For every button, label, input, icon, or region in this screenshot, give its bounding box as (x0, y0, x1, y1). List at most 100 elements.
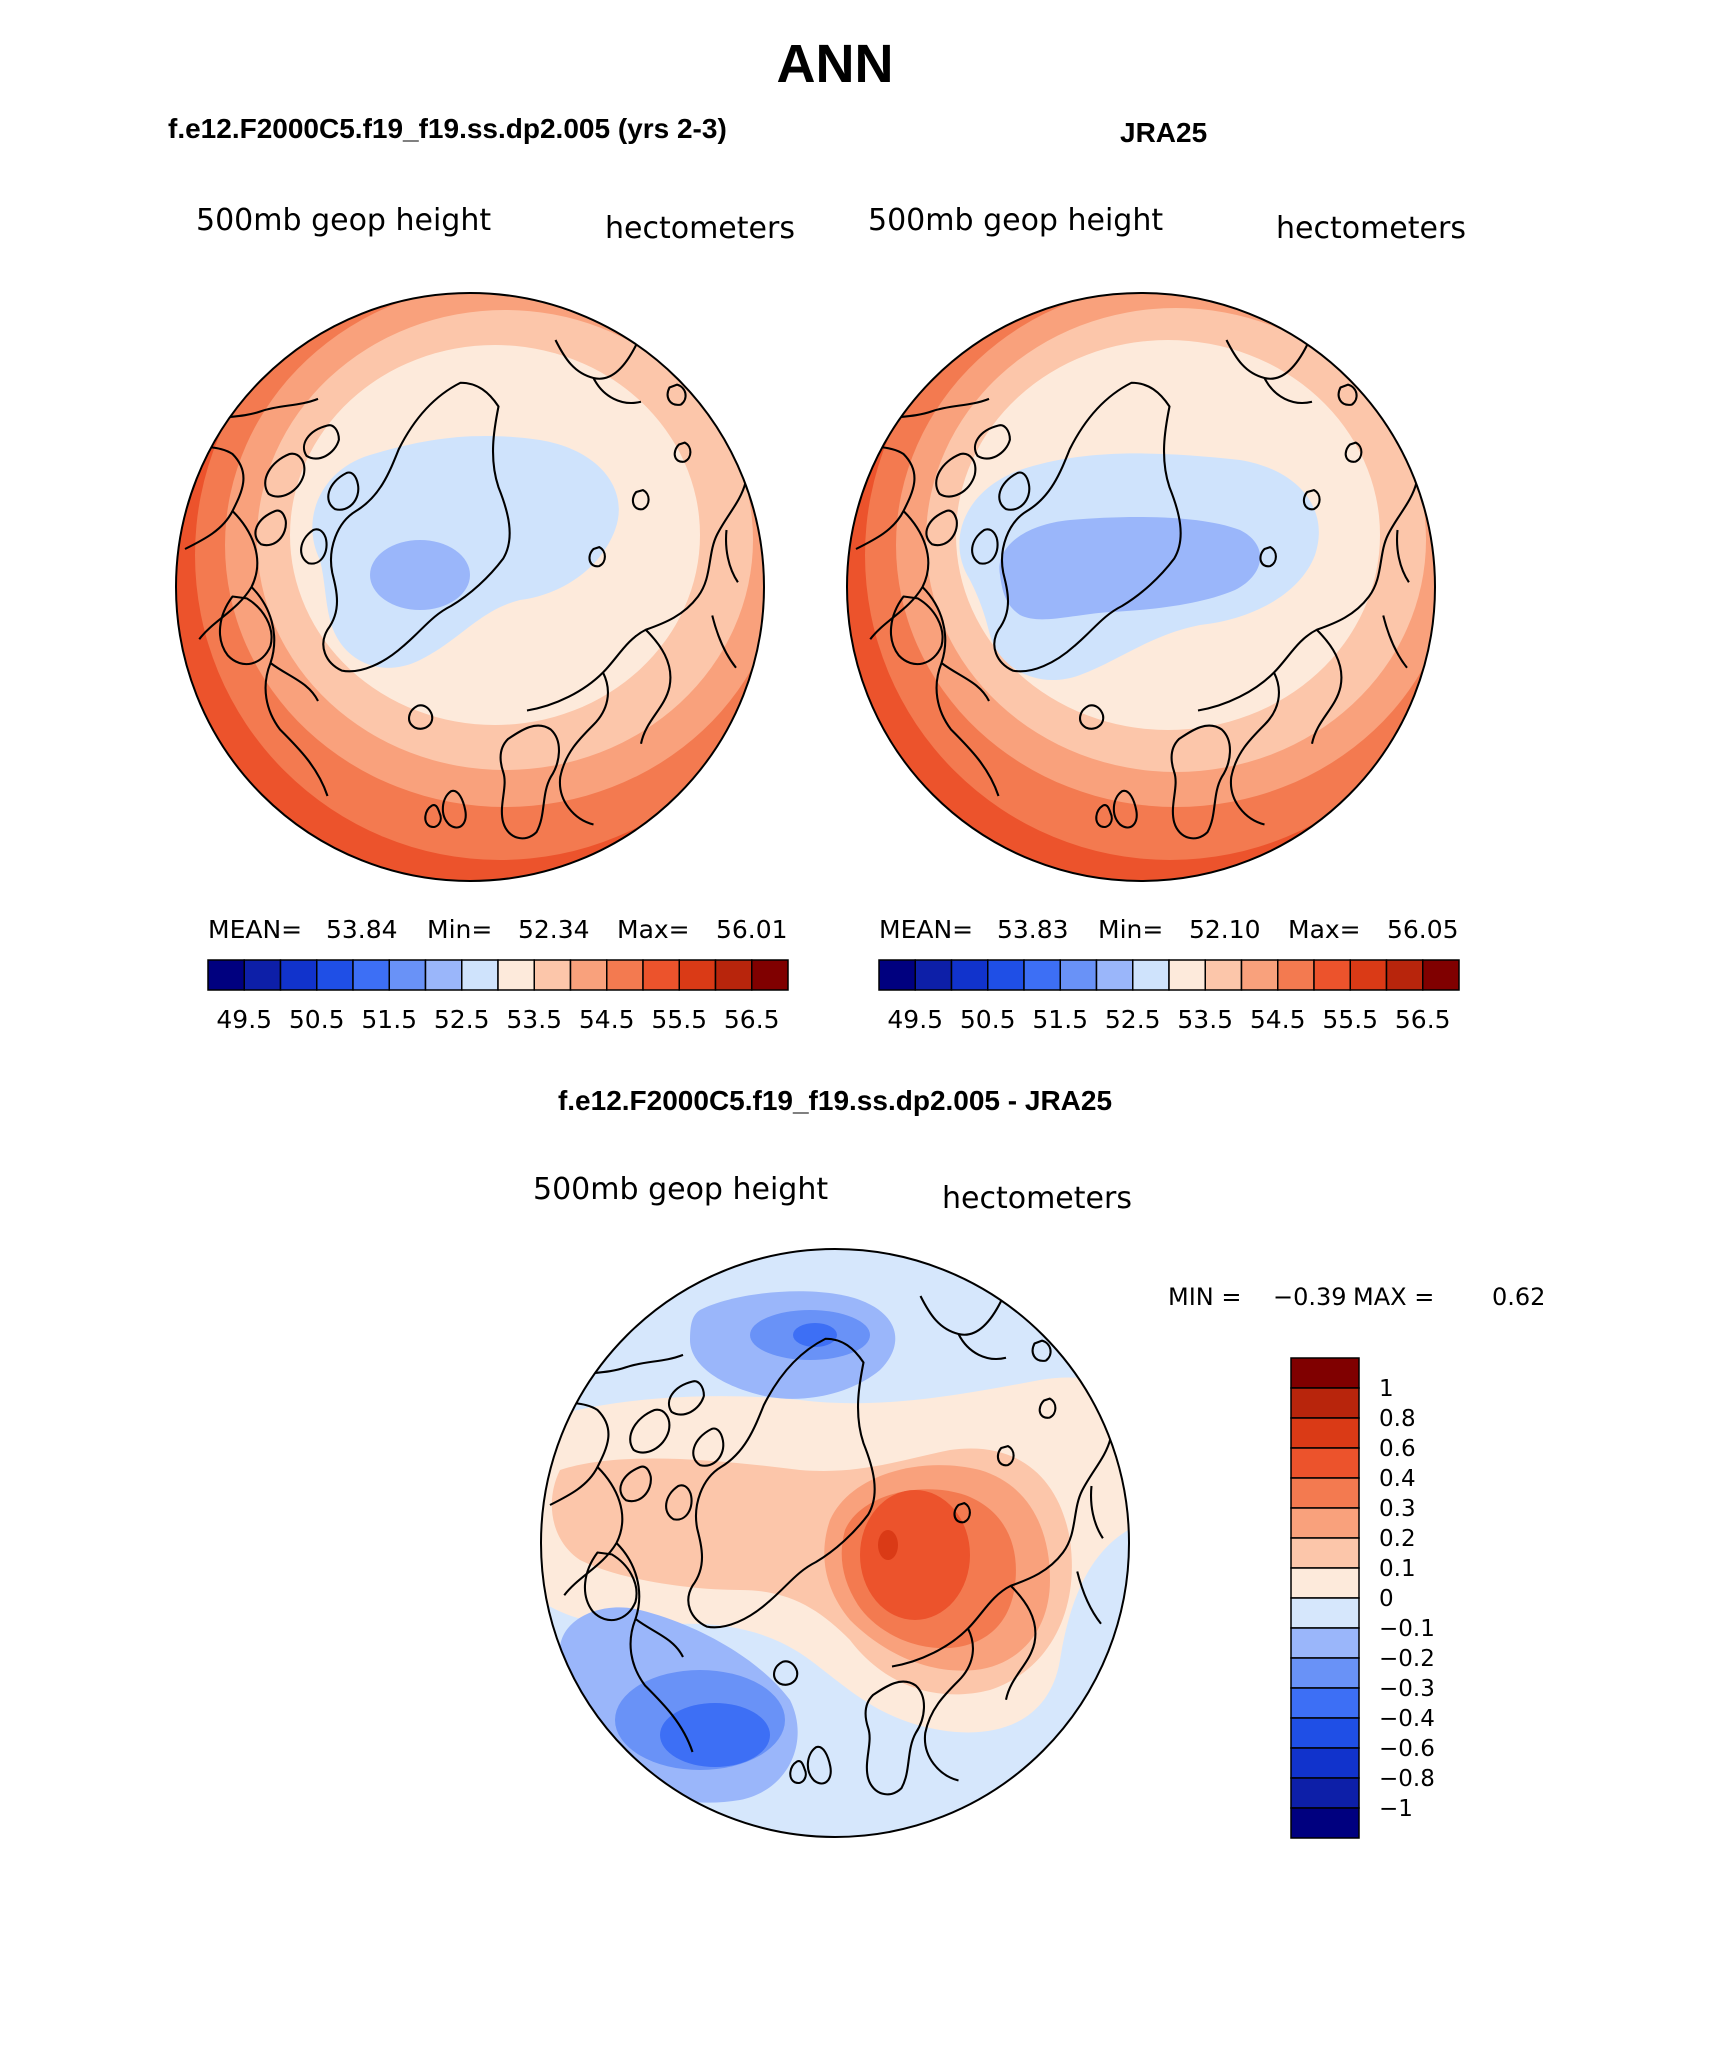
colorbar-model-swatch (461, 959, 499, 991)
panel-model-max-label: Max= (617, 915, 690, 944)
colorbar-difference-swatch (1290, 1447, 1360, 1479)
colorbar-obs-tick-label: 56.5 (1395, 1005, 1451, 1034)
map-diff-pos-0.4 (860, 1490, 970, 1620)
colorbar-model-swatch (497, 959, 535, 991)
colorbar-difference-swatch (1290, 1597, 1360, 1629)
colorbar-model-swatch (533, 959, 572, 991)
colorbar-obs-tick-label: 49.5 (887, 1005, 943, 1034)
colorbar-obs-swatch (1059, 959, 1098, 991)
colorbar-model-swatch (714, 959, 753, 991)
colorbar-obs-tick-label: 50.5 (960, 1005, 1016, 1034)
panel-model: f.e12.F2000C5.f19_f19.ss.dp2.005 (yrs 2-… (168, 113, 795, 1034)
colorbar-model-tick-label: 54.5 (579, 1005, 635, 1034)
map-model-band-53 (312, 435, 619, 668)
colorbar-difference-swatch (1290, 1717, 1360, 1749)
map-obs (847, 293, 1435, 881)
panel-obs-title: JRA25 (1120, 117, 1207, 148)
colorbar-obs-swatch (950, 959, 989, 991)
map-difference (541, 1249, 1129, 1837)
panel-model-max: 56.01 (716, 915, 788, 944)
colorbar-difference-tick-label: −0.2 (1379, 1646, 1435, 1672)
colorbar-model-swatch (316, 959, 354, 991)
map-obs-border (846, 292, 1436, 882)
map-difference-border (540, 1248, 1130, 1838)
colorbar-difference-tick-label: 0.4 (1379, 1466, 1416, 1492)
colorbar-model-tick-label: 51.5 (361, 1005, 417, 1034)
colorbar-obs-swatch (1095, 959, 1134, 991)
panel-model-variable: 500mb geop height (196, 203, 491, 238)
panel-model-mean-label: MEAN= (208, 915, 302, 944)
map-model-border (175, 292, 765, 882)
map-diff-neg-lower-min (660, 1703, 770, 1767)
colorbar-difference-tick-label: 0.3 (1379, 1496, 1416, 1522)
colorbar-difference-tick-label: 0.6 (1379, 1436, 1416, 1462)
colorbar-model-tick-label: 50.5 (289, 1005, 345, 1034)
colorbar-model-tick-label: 55.5 (651, 1005, 707, 1034)
panel-obs-units: hectometers (1276, 211, 1466, 246)
panel-difference-variable: 500mb geop height (533, 1172, 828, 1207)
panel-difference-units: hectometers (942, 1181, 1132, 1216)
colorbar-difference-swatch (1290, 1627, 1360, 1659)
colorbar-difference-swatch (1290, 1687, 1360, 1719)
colorbar-difference-tick-label: 0 (1379, 1586, 1394, 1612)
colorbar-obs-swatch (1349, 959, 1388, 991)
colorbar-obs-tick-label: 52.5 (1105, 1005, 1161, 1034)
colorbar-obs-tick-label: 53.5 (1177, 1005, 1233, 1034)
colorbar-model-swatch (243, 959, 282, 991)
colorbar-model-swatch (352, 959, 390, 991)
colorbar-model-swatch (606, 959, 644, 991)
colorbar-difference-swatch (1290, 1777, 1360, 1809)
colorbar-model-swatch (279, 959, 318, 991)
panel-obs: JRA25 500mb geop height hectometers MEAN… (846, 117, 1466, 1034)
panel-obs-mean: 53.83 (997, 915, 1069, 944)
colorbar-difference-swatch (1290, 1357, 1360, 1389)
panel-obs-variable: 500mb geop height (868, 203, 1163, 238)
colorbar-obs-swatch (1385, 959, 1424, 991)
colorbar-obs-tick-label: 51.5 (1032, 1005, 1088, 1034)
colorbar-obs-swatch (1240, 959, 1279, 991)
colorbar-model-swatch (642, 959, 680, 991)
colorbar-model-swatch (751, 959, 789, 991)
colorbar-difference-tick-label: −0.3 (1379, 1676, 1435, 1702)
colorbar-difference-tick-label: −0.8 (1379, 1766, 1435, 1792)
map-diff-pos-0.6 (878, 1530, 898, 1560)
colorbar-obs-tick-label: 54.5 (1250, 1005, 1306, 1034)
colorbar-difference-tick-label: −0.1 (1379, 1616, 1435, 1642)
colorbar-obs-swatch (1204, 959, 1243, 991)
colorbar-difference-tick-label: 0.2 (1379, 1526, 1416, 1552)
colorbar-obs-swatch (1168, 959, 1206, 991)
colorbar-obs-swatch (914, 959, 953, 991)
colorbar-difference-swatch (1290, 1387, 1360, 1419)
panel-difference-min: −0.39 (1273, 1283, 1347, 1311)
colorbar-difference-tick-label: −1 (1379, 1796, 1413, 1822)
colorbar-obs-swatch (1422, 959, 1460, 991)
panel-difference-max: 0.62 (1492, 1283, 1545, 1311)
colorbar-model: 49.5 50.5 51.5 52.5 53.5 54.5 55.5 56.5 (207, 959, 789, 1034)
colorbar-obs-swatch (1277, 959, 1315, 991)
colorbar-model-swatch (388, 959, 427, 991)
colorbar-difference-tick-label: 0.8 (1379, 1406, 1416, 1432)
colorbar-obs-swatch (1313, 959, 1351, 991)
colorbar-model-tick-label: 49.5 (216, 1005, 272, 1034)
map-diff-neg-upper-min (793, 1323, 837, 1347)
colorbar-difference-swatch (1290, 1507, 1360, 1539)
panel-obs-min: 52.10 (1189, 915, 1261, 944)
panel-difference-title: f.e12.F2000C5.f19_f19.ss.dp2.005 - JRA25 (558, 1085, 1112, 1116)
panel-obs-max: 56.05 (1387, 915, 1459, 944)
colorbar-difference-swatch (1290, 1537, 1360, 1569)
map-obs-band-52.5 (999, 517, 1261, 620)
colorbar-difference-swatch (1290, 1567, 1360, 1599)
panel-obs-max-label: Max= (1288, 915, 1361, 944)
colorbar-model-tick-label: 56.5 (724, 1005, 780, 1034)
panel-model-title: f.e12.F2000C5.f19_f19.ss.dp2.005 (yrs 2-… (168, 113, 727, 144)
colorbar-difference-tick-label: 1 (1379, 1376, 1394, 1402)
colorbar-difference-swatch (1290, 1747, 1360, 1779)
colorbar-difference-swatch (1290, 1477, 1360, 1509)
colorbar-obs: 49.5 50.5 51.5 52.5 53.5 54.5 55.5 56.5 (878, 959, 1460, 1034)
panel-model-units: hectometers (605, 211, 795, 246)
colorbar-model-swatch (424, 959, 463, 991)
colorbar-difference-tick-label: −0.6 (1379, 1736, 1435, 1762)
colorbar-difference-tick-label: 0.1 (1379, 1556, 1416, 1582)
colorbar-obs-swatch (1023, 959, 1061, 991)
